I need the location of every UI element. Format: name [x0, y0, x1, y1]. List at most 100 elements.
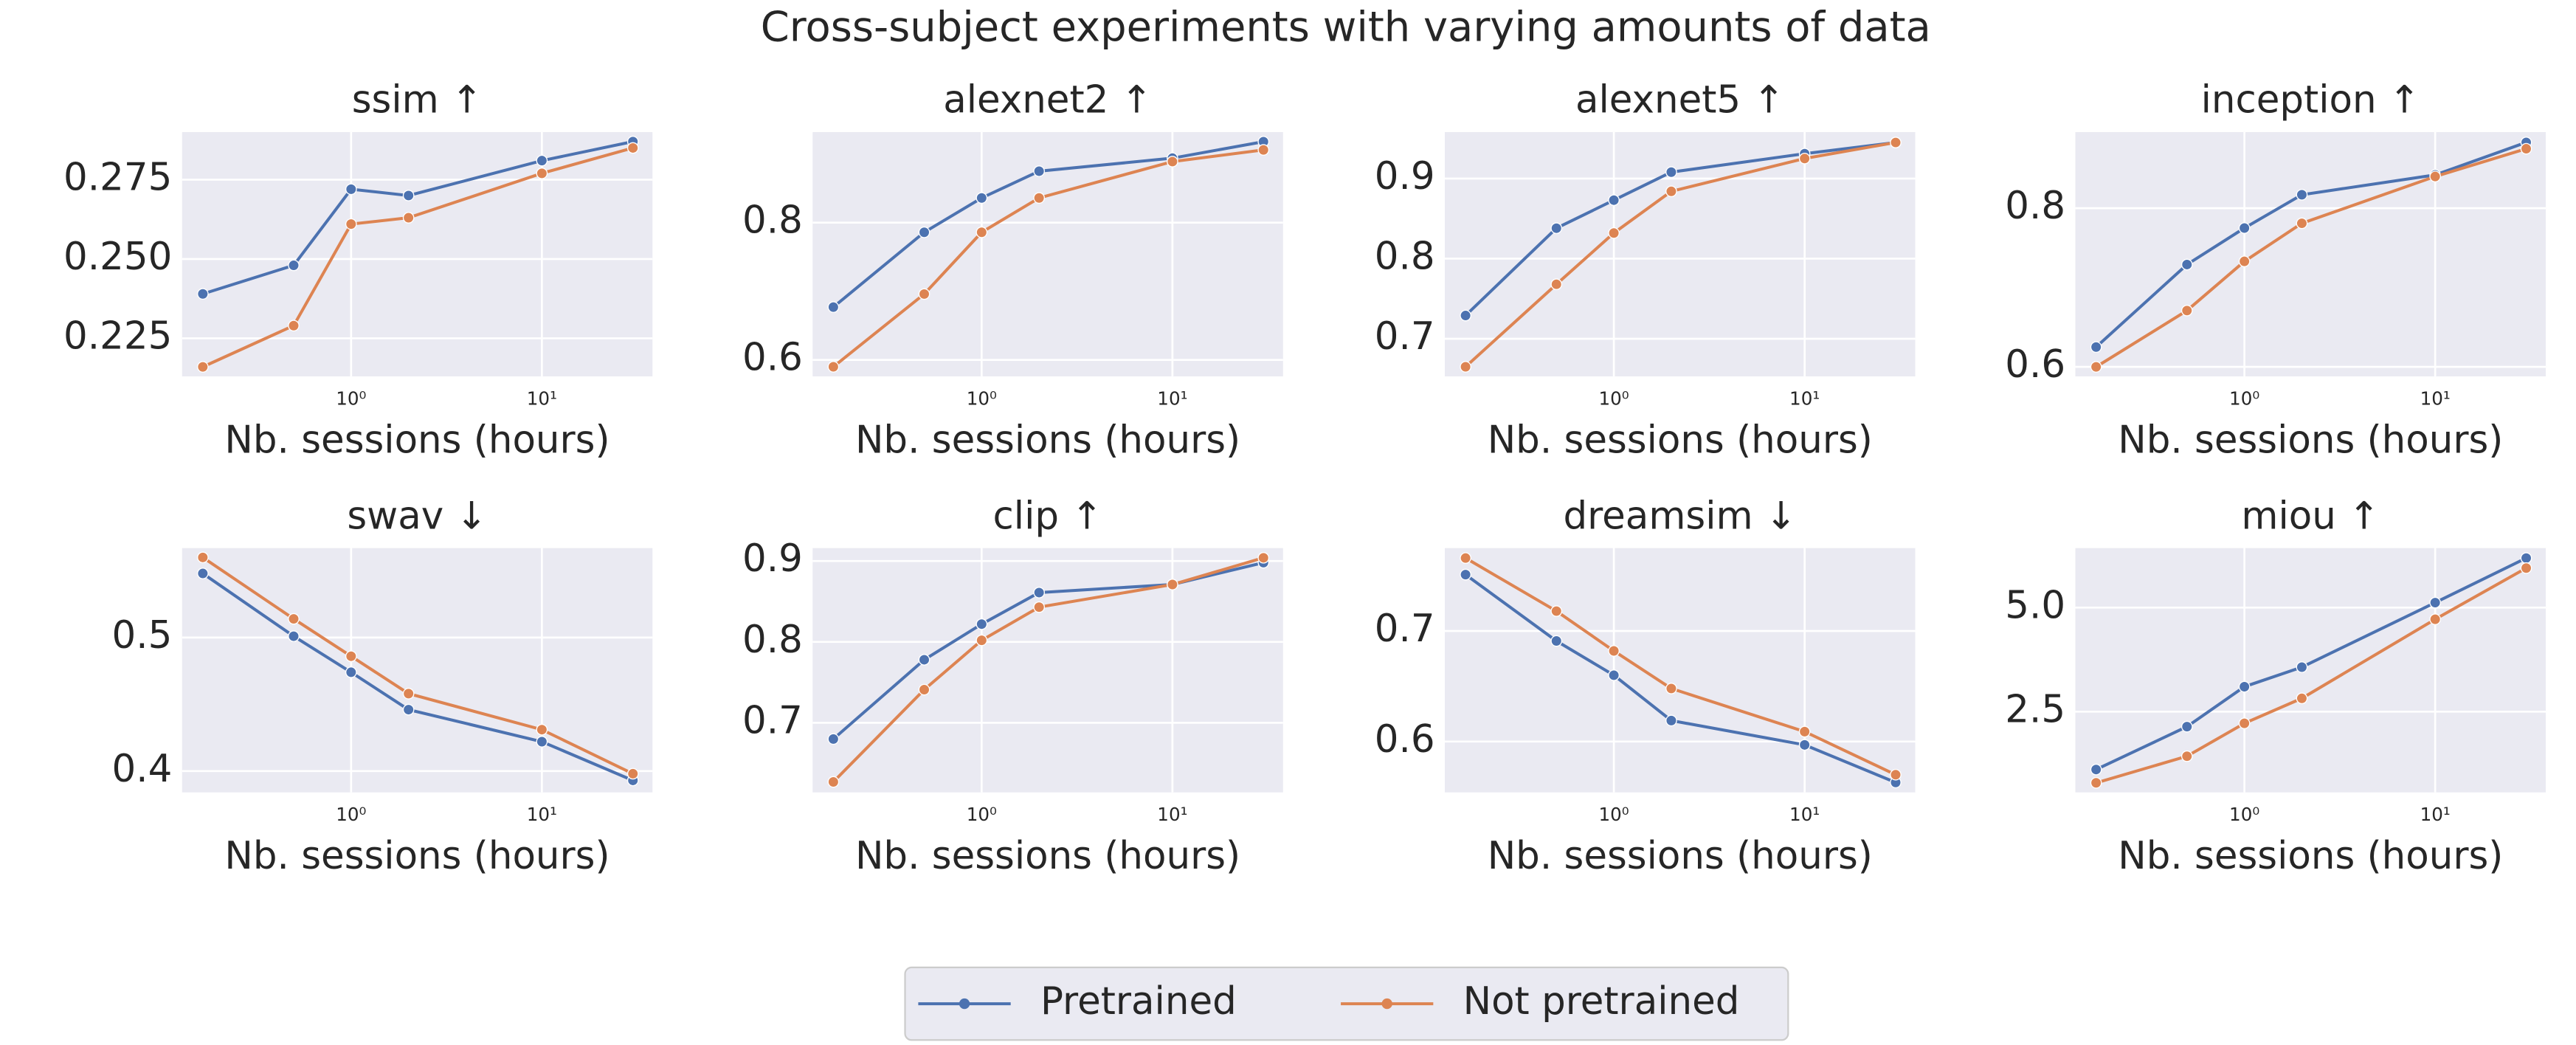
data-point	[1550, 635, 1563, 647]
data-point	[1798, 739, 1811, 751]
data-point	[1257, 144, 1270, 156]
data-point	[1608, 645, 1620, 657]
data-point	[345, 666, 357, 678]
data-point	[1033, 165, 1046, 177]
series-line	[2095, 141, 2527, 348]
y-tick-label: 0.7	[1375, 314, 1435, 359]
subplot-title: alexnet5 ↑	[1575, 78, 1785, 123]
data-point	[918, 654, 930, 666]
data-point	[1460, 309, 1471, 322]
data-point	[1665, 166, 1677, 179]
data-point	[1550, 222, 1563, 235]
subplot-title: dreamsim ↓	[1563, 494, 1797, 538]
y-tick-label: 2.5	[2005, 687, 2065, 731]
data-point	[1460, 552, 1471, 564]
data-point	[918, 288, 930, 300]
data-point	[1608, 669, 1620, 681]
data-point	[345, 183, 357, 196]
series-line	[832, 556, 1264, 783]
data-point	[1460, 568, 1471, 581]
data-point	[827, 301, 840, 313]
x-axis-label: Nb. sessions (hours)	[855, 834, 1240, 878]
subplot: 0.6 0.7 10⁰ 10¹ dreamsim ↓ Nb. sessions (hour…	[1375, 494, 1916, 878]
subplot-title: swav ↓	[347, 494, 487, 538]
data-point	[1167, 579, 1178, 590]
data-point	[197, 568, 209, 579]
subplot-title: clip ↑	[993, 494, 1103, 538]
data-point	[2180, 258, 2193, 271]
subplot: 0.7 0.8 0.9 10⁰ 10¹ alexnet5 ↑ Nb. sessions (h…	[1375, 78, 1916, 463]
data-point	[1608, 227, 1620, 239]
data-point	[2090, 361, 2102, 373]
data-point	[197, 361, 209, 373]
data-point	[827, 733, 840, 745]
data-point	[536, 723, 548, 736]
data-point	[976, 226, 988, 238]
data-point	[2180, 720, 2193, 733]
data-point	[1033, 192, 1046, 204]
y-tick-label: 0.8	[742, 199, 803, 243]
x-axis-label: Nb. sessions (hours)	[224, 834, 610, 878]
data-point	[2520, 562, 2532, 574]
x-tick-label: 10¹	[1789, 387, 1820, 409]
subplot: 0.6 0.8 10⁰ 10¹ alexnet2 ↑ Nb. sessions (hour…	[742, 78, 1283, 463]
x-tick-label: 10⁰	[2229, 387, 2259, 409]
plot-background	[2075, 131, 2546, 377]
data-point	[402, 212, 415, 224]
data-point	[1550, 605, 1563, 617]
data-point	[918, 226, 930, 238]
series-line	[1464, 141, 1896, 368]
plot-background	[812, 548, 1283, 793]
data-point	[626, 768, 639, 780]
y-tick-label: 0.9	[1375, 154, 1435, 199]
data-point	[918, 683, 930, 696]
data-point	[976, 634, 988, 646]
data-point	[1798, 152, 1811, 165]
legend-marker	[959, 998, 970, 1010]
data-point	[2296, 692, 2308, 705]
data-point	[2238, 680, 2251, 693]
data-point	[1798, 725, 1811, 738]
x-axis-label: Nb. sessions (hours)	[2118, 418, 2503, 463]
legend-label: Pretrained	[1040, 979, 1237, 1024]
y-tick-label: 0.9	[742, 537, 803, 581]
x-tick-label: 10¹	[527, 387, 557, 409]
figure-title: Cross-subject experiments with varying a…	[761, 3, 1931, 51]
data-point	[1033, 587, 1046, 599]
plot-background	[1445, 548, 1916, 793]
y-tick-label: 0.7	[742, 698, 803, 742]
data-point	[1167, 156, 1178, 168]
data-point	[2090, 763, 2102, 776]
legend: Pretrained Not pretrained	[904, 966, 1789, 1041]
subplot: 0.6 0.8 10⁰ 10¹ inception ↑ Nb. sessions (hou…	[2005, 78, 2546, 463]
data-point	[345, 218, 357, 230]
data-point	[402, 703, 415, 716]
subplot: 2.5 5.0 10⁰ 10¹ miou ↑ Nb. sessions (hours)	[2005, 494, 2546, 878]
series-line	[1465, 556, 1896, 776]
y-tick-label: 0.250	[63, 235, 172, 279]
y-tick-label: 0.8	[2005, 184, 2065, 228]
x-tick-label: 10¹	[1157, 804, 1187, 825]
data-point	[1890, 137, 1902, 148]
series-line	[1464, 141, 1896, 317]
plot-background	[1445, 131, 1916, 377]
legend-label: Not pretrained	[1463, 979, 1740, 1024]
data-point	[1550, 278, 1563, 291]
data-point	[2238, 717, 2251, 729]
x-tick-label: 10⁰	[336, 387, 366, 409]
subplot-title: alexnet2 ↑	[943, 78, 1153, 123]
y-tick-label: 5.0	[2005, 583, 2065, 627]
series-line	[2095, 556, 2527, 771]
x-tick-label: 10⁰	[1599, 387, 1629, 409]
data-point	[288, 613, 300, 625]
data-point	[827, 361, 840, 373]
data-point	[1665, 185, 1677, 198]
series-line	[832, 148, 1264, 368]
data-point	[2090, 776, 2102, 789]
y-tick-label: 0.5	[111, 613, 172, 658]
data-point	[976, 618, 988, 630]
data-point	[197, 551, 209, 564]
data-point	[1890, 768, 1902, 781]
x-axis-label: Nb. sessions (hours)	[224, 418, 610, 463]
